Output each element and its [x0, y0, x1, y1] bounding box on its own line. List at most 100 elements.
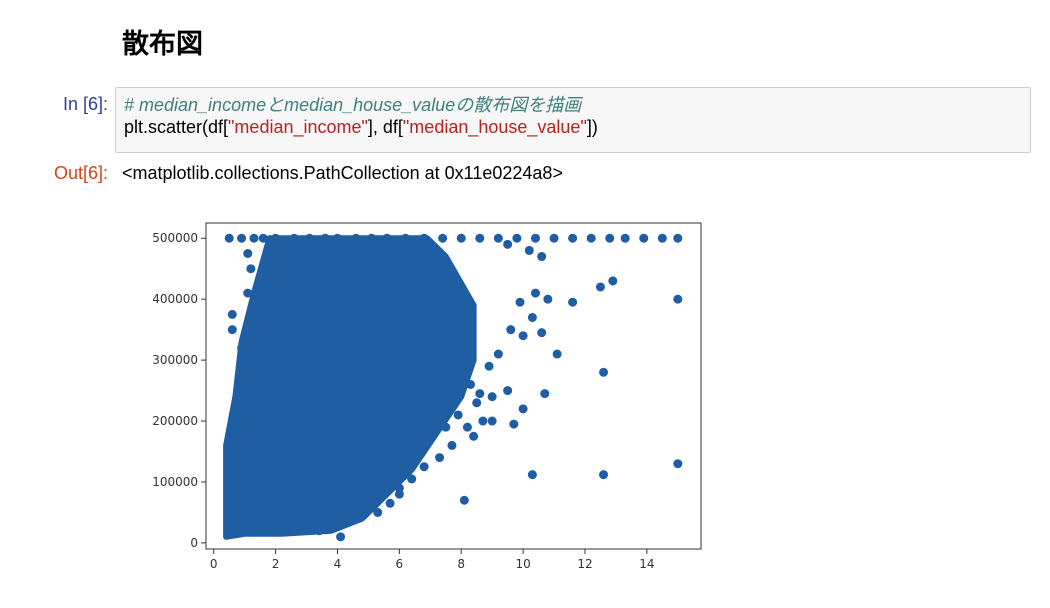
scatter-point	[503, 386, 513, 396]
y-tick-label: 500000	[152, 231, 198, 245]
scatter-point	[264, 355, 274, 365]
scatter-point	[271, 386, 281, 396]
scatter-point	[435, 453, 445, 463]
scatter-point	[360, 465, 370, 475]
scatter-point	[329, 252, 339, 262]
scatter-point	[261, 517, 271, 527]
x-axis-ticks: 0 2 4 6 8 10 12 14	[210, 549, 655, 571]
scatter-point	[462, 422, 472, 432]
scatter-point	[382, 233, 392, 243]
scatter-point	[280, 325, 290, 335]
scatter-point	[286, 267, 296, 277]
scatter-point	[237, 343, 247, 353]
scatter-point	[518, 404, 528, 414]
scatter-point	[274, 252, 284, 262]
scatter-point	[431, 383, 441, 393]
scatter-point	[472, 398, 482, 408]
scatter-point	[240, 370, 250, 380]
scatter-point	[227, 325, 237, 335]
scatter-point	[351, 233, 361, 243]
scatter-point	[249, 514, 259, 524]
scatter-point	[391, 471, 401, 481]
code-input-area[interactable]: # median_incomeとmedian_house_valueの散布図を描…	[115, 87, 1031, 153]
scatter-point	[230, 471, 240, 481]
code-arg-income: "median_income"	[228, 117, 368, 137]
scatter-point	[342, 261, 352, 271]
x-tick-label: 10	[515, 557, 530, 571]
scatter-point	[249, 233, 259, 243]
scatter-point	[438, 325, 448, 335]
scatter-point	[413, 447, 423, 457]
scatter-point	[552, 349, 562, 359]
code-line: plt.scatter(df["median_income"], df["med…	[124, 116, 1022, 138]
scatter-point	[527, 470, 537, 480]
x-tick-label: 6	[396, 557, 404, 571]
scatter-point	[404, 459, 414, 469]
scatter-point	[404, 267, 414, 277]
x-tick-label: 2	[272, 557, 280, 571]
scatter-point	[305, 233, 315, 243]
scatter-point	[274, 520, 284, 530]
scatter-point	[261, 379, 271, 389]
scatter-point	[543, 294, 553, 304]
scatter-point	[620, 233, 630, 243]
scatter-point	[419, 233, 429, 243]
x-tick-label: 14	[639, 557, 654, 571]
scatter-point	[509, 419, 519, 429]
code-comment: # median_incomeとmedian_house_valueの散布図を描…	[124, 95, 582, 115]
scatter-point	[410, 416, 420, 426]
scatter-point	[487, 392, 497, 402]
y-tick-label: 200000	[152, 414, 198, 428]
scatter-point	[608, 276, 618, 286]
scatter-point	[487, 416, 497, 426]
scatter-point	[255, 300, 265, 310]
y-axis-ticks: 0 100000 200000 300000 400000 500000	[152, 231, 206, 550]
x-tick-label: 0	[210, 557, 218, 571]
scatter-point	[444, 367, 454, 377]
scatter-point	[475, 233, 485, 243]
scatter-point	[484, 361, 494, 371]
scatter-point	[240, 507, 250, 517]
scatter-point	[401, 233, 411, 243]
x-tick-label: 12	[577, 557, 592, 571]
scatter-point	[317, 270, 327, 280]
scatter-point	[314, 526, 324, 536]
scatter-point	[373, 453, 383, 463]
scatter-point	[599, 367, 609, 377]
code-prefix: plt.scatter(df[	[124, 117, 229, 137]
scatter-point	[493, 233, 503, 243]
output-text: <matplotlib.collections.PathCollection a…	[122, 163, 563, 183]
scatter-point	[428, 300, 438, 310]
y-tick-label: 0	[190, 536, 198, 550]
scatter-point	[512, 233, 522, 243]
scatter-point	[478, 416, 488, 426]
scatter-point	[425, 434, 435, 444]
y-tick-label: 100000	[152, 475, 198, 489]
scatter-point	[237, 453, 247, 463]
scatter-plot: 0 2 4 6 8 10 12 14 0 100000 200000 300000 400000 500…	[152, 222, 702, 571]
scatter-point	[249, 355, 259, 365]
scatter-point	[450, 337, 460, 347]
scatter-point	[243, 248, 253, 258]
scatter-point	[407, 474, 417, 484]
scatter-point	[441, 422, 451, 432]
scatter-point	[332, 233, 342, 243]
scatter-point	[549, 233, 559, 243]
scatter-point	[586, 233, 596, 243]
scatter-point	[397, 428, 407, 438]
scatter-point	[243, 288, 253, 298]
code-mid: ], df[	[367, 117, 403, 137]
code-comment-line: # median_incomeとmedian_house_valueの散布図を描…	[124, 94, 1022, 116]
x-tick-label: 8	[457, 557, 465, 571]
scatter-point	[379, 480, 389, 490]
scatter-point	[456, 233, 466, 243]
scatter-point	[595, 282, 605, 292]
scatter-point	[237, 233, 247, 243]
scatter-point	[311, 514, 321, 524]
scatter-point	[320, 233, 330, 243]
scatter-point	[673, 233, 683, 243]
scatter-point	[466, 379, 476, 389]
scatter-point	[459, 495, 469, 505]
scatter-point	[376, 276, 386, 286]
scatter-point	[568, 233, 578, 243]
